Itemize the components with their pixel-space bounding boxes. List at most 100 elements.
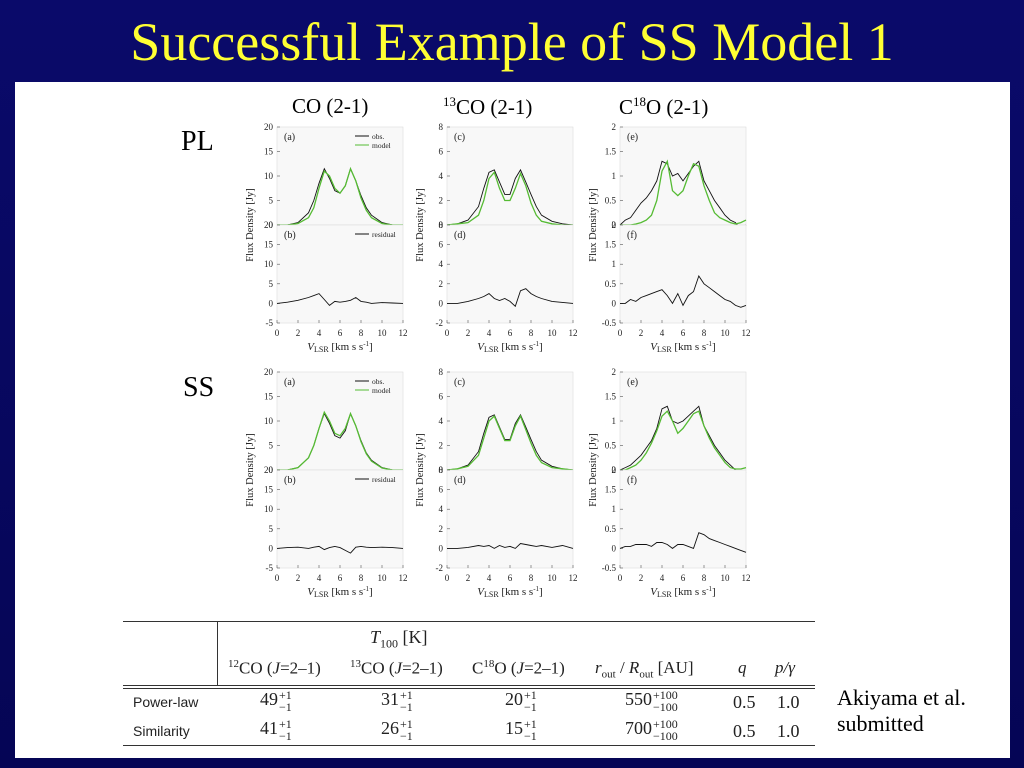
y-tick-label: 0 — [269, 465, 274, 475]
table-cell-similarity-pg: 1.0 — [777, 721, 800, 741]
y-tick-label: 0 — [269, 543, 274, 553]
legend-label: obs. — [372, 132, 384, 141]
y-tick-label: 2 — [439, 441, 444, 451]
y-tick-label: 4 — [439, 259, 444, 269]
y-tick-label: 10 — [264, 504, 274, 514]
y-tick-label: 0 — [439, 465, 444, 475]
y-tick-label: 2 — [612, 220, 617, 230]
panel-label: (a) — [284, 132, 295, 143]
table-header-rout: rout / Rout [AU] — [595, 658, 694, 681]
series-line-model — [277, 410, 403, 471]
x-tick-label: 0 — [445, 328, 450, 338]
y-tick-label: 15 — [264, 147, 274, 157]
column-header-c18o: C18O (2-1) — [619, 94, 709, 119]
x-axis-label: VLSR [km s s-1] — [307, 585, 372, 599]
y-tick-label: 6 — [439, 147, 444, 157]
table-cell-similarity-q: 0.5 — [733, 721, 756, 741]
panel-label: (c) — [454, 132, 465, 143]
plot-area-bottom — [276, 224, 404, 324]
x-tick-label: 2 — [639, 573, 644, 583]
x-tick-label: 6 — [681, 328, 686, 338]
y-tick-label: 2 — [612, 367, 617, 377]
y-tick-label: 6 — [439, 392, 444, 402]
legend-label: residual — [372, 475, 396, 484]
series-line-residual — [620, 274, 747, 308]
table-row-name-similarity: Similarity — [133, 723, 190, 739]
x-tick-label: 8 — [359, 573, 364, 583]
plot-area-bottom — [619, 224, 747, 324]
y-tick-label: 5 — [269, 524, 274, 534]
legend-label: model — [372, 141, 391, 150]
table-mid-rule — [123, 685, 815, 686]
plot-area-top — [276, 126, 404, 226]
y-axis-label: Flux Density [Jy] — [245, 433, 256, 507]
panel-label: (d) — [454, 475, 466, 486]
x-tick-label: 0 — [275, 573, 280, 583]
y-tick-label: 0 — [612, 465, 617, 475]
x-tick-label: 8 — [702, 328, 707, 338]
x-tick-label: 6 — [338, 328, 343, 338]
panel-label: (f) — [627, 475, 637, 486]
citation-line-1: Akiyama et al. — [837, 685, 966, 710]
table-cell-powerlaw-rout: 550 +100 −100 — [625, 688, 678, 714]
table-vertical-rule — [217, 621, 218, 685]
x-tick-label: 12 — [569, 573, 578, 583]
y-tick-label: 4 — [439, 171, 444, 181]
table-bottom-rule — [123, 745, 815, 746]
x-tick-label: 6 — [338, 573, 343, 583]
y-tick-label: 20 — [264, 465, 274, 475]
y-tick-label: 6 — [439, 240, 444, 250]
table-header-c18o: C18O (J=2–1) — [472, 658, 565, 678]
table-cell-similarity-12co: 41 +1 −1 — [260, 717, 292, 743]
x-tick-label: 2 — [296, 573, 301, 583]
legend-label: residual — [372, 230, 396, 239]
x-axis-label: VLSR [km s s-1] — [650, 585, 715, 599]
y-tick-label: 0 — [612, 220, 617, 230]
y-tick-label: 8 — [439, 465, 444, 475]
x-tick-label: 12 — [569, 328, 578, 338]
series-line-model — [277, 166, 403, 226]
series-line-model — [446, 170, 573, 226]
y-tick-label: 0 — [439, 298, 444, 308]
x-tick-label: 4 — [487, 328, 492, 338]
panel-label: (d) — [454, 230, 466, 241]
x-tick-label: 2 — [296, 328, 301, 338]
y-axis-label: Flux Density [Jy] — [245, 188, 256, 262]
y-tick-label: 6 — [439, 485, 444, 495]
series-line-residual — [619, 532, 747, 553]
y-tick-label: 0 — [612, 298, 617, 308]
x-axis-label: VLSR [km s s-1] — [650, 340, 715, 354]
x-tick-label: 0 — [618, 573, 623, 583]
x-tick-label: 10 — [548, 573, 558, 583]
y-tick-label: -2 — [436, 318, 444, 328]
plot-area-bottom — [276, 469, 404, 569]
y-tick-label: 4 — [439, 504, 444, 514]
table-cell-powerlaw-pg: 1.0 — [777, 692, 800, 712]
x-tick-label: 8 — [529, 328, 534, 338]
panel-label: (b) — [284, 475, 296, 486]
row-label-pl: PL — [181, 126, 214, 157]
y-tick-label: 8 — [439, 220, 444, 230]
column-header-13co: 13CO (2-1) — [443, 94, 533, 119]
x-tick-label: 2 — [639, 328, 644, 338]
slide-content: CO (2-1) 13CO (2-1) C18O (2-1) PL SS 0 5 1… — [15, 82, 1010, 758]
y-tick-label: 15 — [264, 240, 274, 250]
x-tick-label: 12 — [399, 328, 408, 338]
y-tick-label: -5 — [266, 563, 274, 573]
table-mid-rule-2 — [123, 688, 815, 689]
x-tick-label: 0 — [275, 328, 280, 338]
x-tick-label: 12 — [399, 573, 408, 583]
series-line-obs — [619, 160, 747, 231]
y-tick-label: 2 — [612, 465, 617, 475]
x-tick-label: 2 — [466, 573, 471, 583]
x-tick-label: 0 — [445, 573, 450, 583]
table-cell-similarity-rout: 700 +100 −100 — [625, 717, 678, 743]
table-header-12co: 12CO (J=2–1) — [228, 658, 321, 678]
series-line-obs — [619, 405, 747, 476]
y-tick-label: 5 — [269, 279, 274, 289]
panel-label: (e) — [627, 132, 638, 143]
plot-area-top — [619, 126, 747, 226]
column-header-co: CO (2-1) — [292, 94, 369, 118]
